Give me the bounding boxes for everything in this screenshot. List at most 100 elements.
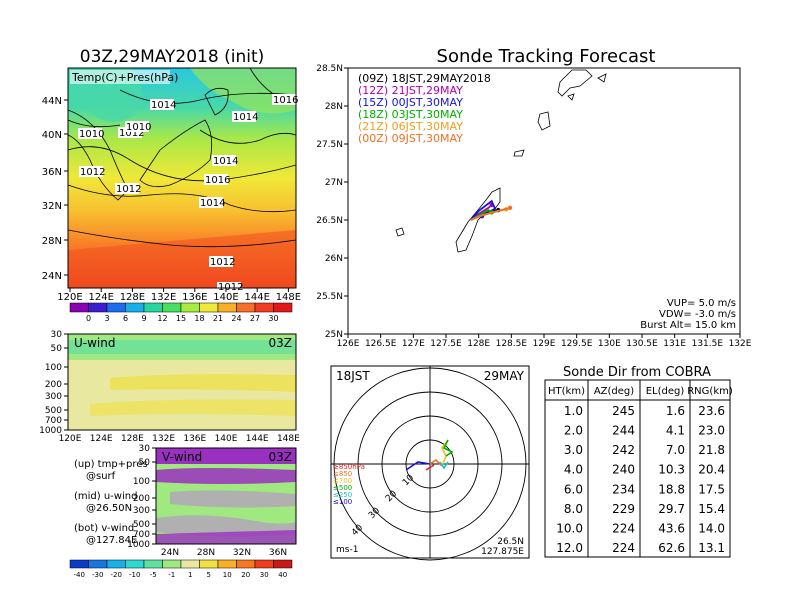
lon-tick-label: 126E — [337, 339, 360, 349]
v-wind-region — [156, 448, 296, 464]
u-wind-region — [90, 399, 296, 416]
colorbar-swatch — [106, 302, 126, 313]
table-cell: 4.0 — [564, 463, 583, 477]
table-cell: 1.0 — [564, 404, 583, 418]
pressure-label: 1012 — [116, 184, 141, 195]
hodograph-rings — [331, 366, 529, 561]
tracking-coastlines — [395, 69, 607, 253]
v-lat-ticks: 24N 28N 32N 36N — [161, 548, 287, 558]
table-cell: 13.1 — [698, 541, 725, 555]
table-cell: 15.4 — [698, 502, 725, 516]
hodo-lon: 127.875E — [481, 547, 524, 557]
colorbar-label: 30 — [260, 571, 269, 579]
v-wind-panel: V-wind 03Z — [155, 447, 297, 545]
lat-tick-label: 27N — [325, 178, 343, 188]
table-header: RNG(km) — [687, 386, 733, 397]
track-lines — [470, 199, 513, 221]
table-cell: 244 — [612, 423, 635, 437]
legend-mid: (mid) u-wind — [74, 491, 137, 502]
map-field-label: Temp(C)+Pres(hPa) — [71, 71, 178, 84]
colorbar-swatch — [180, 559, 200, 569]
launch-parameters: VUP= 5.0 m/s VDW= -3.0 m/s Burst Alt= 15… — [640, 298, 736, 331]
colorbar-swatch — [236, 302, 256, 313]
legend-up: (up) tmp+pres — [74, 459, 148, 470]
table-cell: 10.0 — [556, 522, 583, 536]
pressure-label: 1010 — [126, 122, 151, 133]
lat-tick-label: 26N — [325, 254, 343, 264]
colorbar-swatch — [273, 559, 293, 569]
wind-colorbar: -40 -30 -20 -10 -5 -1 1 5 10 20 30 40 — [69, 559, 293, 579]
lat-tick-label: 28N — [197, 548, 215, 558]
colorbar-label: 18 — [194, 314, 204, 323]
colorbar-swatch — [125, 559, 145, 569]
table-header: AZ(deg) — [594, 386, 634, 397]
table-row: 10.0 224 43.6 14.0 — [556, 522, 725, 536]
table-cell: 245 — [612, 404, 635, 418]
lat-tick-label: 36N — [269, 548, 287, 558]
lat-tick-label: 36N — [42, 167, 62, 178]
colorbar-swatch — [254, 302, 274, 313]
tracking-lat-ticks: 28.5N 28N 27.5N 27N 26.5N 26N 25.5N 25N — [316, 64, 348, 340]
isobars — [67, 67, 297, 248]
pressure-tick-label: 30 — [139, 444, 151, 454]
pressure-tick-label: 100 — [133, 477, 150, 487]
pressure-legend-entry: ≥850hPa — [333, 463, 365, 471]
lon-tick-label: 120E — [57, 292, 82, 303]
table-header: HT(km) — [548, 386, 585, 397]
table-cell: 234 — [612, 482, 635, 496]
pressure-legend-entry: ≤100 — [333, 498, 352, 506]
table-cell: 8.0 — [564, 502, 583, 516]
pressure-label: 1014 — [233, 112, 258, 123]
lon-tick-label: 130.5E — [626, 339, 658, 349]
track-legend-entry: (15Z) 00JST,30MAY — [358, 96, 463, 109]
v-wind-time: 03Z — [269, 450, 293, 464]
colorbar-swatch — [125, 302, 145, 313]
table-cell: 20.4 — [698, 463, 725, 477]
table-cell: 4.1 — [666, 423, 685, 437]
table-header: EL(deg) — [646, 386, 685, 397]
colorbar-label: 0 — [86, 314, 91, 323]
lon-tick-label: 120E — [59, 434, 82, 444]
table-cell: 242 — [612, 443, 635, 457]
lon-tick-label: 148E — [277, 434, 300, 444]
pressure-legend-entry: ≤500 — [333, 484, 352, 492]
lat-tick-label: 32N — [42, 201, 62, 212]
lon-tick-label: 126.5E — [365, 339, 397, 349]
pressure-tick-label: 50 — [139, 458, 151, 468]
pressure-label: 1016 — [205, 175, 230, 186]
lon-tick-label: 128.5E — [496, 339, 528, 349]
v-wind-region — [170, 490, 296, 508]
lon-tick-label: 131E — [663, 339, 686, 349]
hodo-date: 29MAY — [484, 369, 525, 383]
table-row: 6.0 234 18.8 17.5 — [564, 482, 725, 496]
pressure-tick-label: 100 — [45, 363, 62, 373]
v-wind-region — [156, 468, 296, 484]
colorbar-swatch — [217, 559, 237, 569]
lon-tick-label: 128E — [120, 292, 145, 303]
pressure-tick-label: 500 — [45, 406, 62, 416]
island-outline — [557, 69, 593, 97]
u-wind-label: U-wind — [74, 336, 115, 350]
colorbar-label: -5 — [150, 571, 157, 579]
pressure-tick-label: 1000 — [127, 540, 150, 550]
pressure-tick-label: 300 — [45, 392, 62, 402]
colorbar-label: -30 — [92, 571, 103, 579]
table-cell: 224 — [612, 541, 635, 555]
table-row: 12.0 224 62.6 13.1 — [556, 541, 725, 555]
lat-tick-label: 26.5N — [316, 216, 343, 226]
coastline — [139, 119, 213, 188]
lat-tick-label: 25N — [325, 330, 343, 340]
hodo-segment — [439, 461, 449, 470]
pressure-legend-entry: ≤850 — [333, 470, 352, 478]
pressure-label: 1012 — [210, 257, 235, 268]
lat-tick-label: 25.5N — [316, 292, 343, 302]
pressure-tick-label: 50 — [51, 344, 63, 354]
lon-tick-label: 144E — [246, 434, 269, 444]
wind-unit: ms-1 — [336, 545, 358, 555]
table-cell: 229 — [612, 502, 635, 516]
pressure-tick-label: 30 — [51, 330, 63, 340]
pressure-labels: 1014 1016 1010 1012 1010 1012 1014 1014 … — [78, 94, 298, 293]
lon-tick-label: 128E — [121, 434, 144, 444]
